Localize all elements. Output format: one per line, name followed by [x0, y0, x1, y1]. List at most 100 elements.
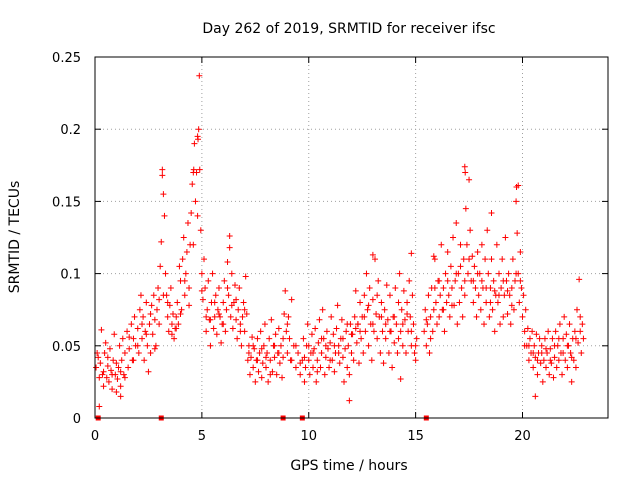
- data-point: [267, 371, 274, 378]
- data-point: [385, 350, 392, 357]
- data-point: [381, 306, 388, 313]
- data-point: [124, 328, 131, 335]
- data-point: [443, 299, 450, 306]
- data-point: [543, 364, 550, 371]
- data-point: [516, 299, 523, 306]
- data-point: [204, 306, 211, 313]
- data-point: [375, 277, 382, 284]
- data-point: [352, 287, 359, 294]
- data-point: [447, 263, 454, 270]
- data-point: [413, 335, 420, 342]
- data-point: [151, 316, 158, 323]
- data-point: [470, 277, 477, 284]
- data-point: [466, 256, 473, 263]
- data-point: [327, 339, 334, 346]
- data-point: [577, 313, 584, 320]
- data-point: [478, 241, 485, 248]
- data-point: [297, 360, 304, 367]
- data-point: [350, 357, 357, 364]
- data-point: [161, 212, 168, 219]
- data-point: [104, 354, 111, 361]
- data-point: [474, 270, 481, 277]
- data-point: [282, 287, 289, 294]
- data-point: [456, 299, 463, 306]
- data-point: [421, 328, 428, 335]
- data-point: [361, 313, 368, 320]
- data-point: [344, 364, 351, 371]
- data-point: [410, 321, 417, 328]
- axis-ticks: [94, 56, 608, 419]
- data-point: [473, 313, 480, 320]
- data-point: [312, 325, 319, 332]
- data-point: [100, 383, 107, 390]
- data-point: [424, 321, 431, 328]
- data-point: [257, 328, 264, 335]
- data-point: [318, 350, 325, 357]
- data-point: [484, 227, 491, 234]
- data-point: [263, 364, 269, 371]
- data-point: [139, 335, 146, 342]
- data-point: [399, 321, 406, 328]
- data-point: [251, 345, 258, 352]
- data-point: [339, 354, 346, 361]
- data-point: [487, 299, 494, 306]
- data-point: [280, 354, 287, 361]
- data-point: [285, 313, 292, 320]
- data-point: [254, 357, 261, 364]
- y-tick-label: 0.25: [52, 51, 81, 66]
- data-point: [137, 292, 144, 299]
- data-point: [195, 126, 202, 133]
- data-point: [103, 374, 110, 381]
- data-point: [427, 313, 434, 320]
- data-point: [488, 209, 495, 216]
- data-point: [188, 209, 195, 216]
- data-point: [348, 350, 355, 357]
- data-point: [305, 357, 312, 364]
- data-point: [343, 328, 350, 335]
- x-axis-label: GPS time / hours: [290, 458, 407, 474]
- data-point: [191, 140, 198, 147]
- data-point: [211, 299, 218, 306]
- data-point: [504, 311, 511, 318]
- data-point: [159, 166, 166, 173]
- data-point: [233, 296, 240, 303]
- data-point: [525, 342, 532, 349]
- data-point: [515, 182, 522, 189]
- data-point: [178, 306, 185, 313]
- data-point: [160, 191, 167, 198]
- data-point: [97, 360, 104, 367]
- data-point: [174, 299, 181, 306]
- data-point: [228, 302, 235, 309]
- y-tick-label: 0.05: [52, 340, 81, 355]
- data-point: [96, 403, 103, 410]
- data-point: [386, 292, 393, 299]
- data-point: [180, 234, 187, 241]
- data-point: [146, 321, 153, 328]
- data-point: [552, 328, 559, 335]
- data-point: [328, 313, 335, 320]
- data-point: [342, 345, 349, 352]
- data-point: [369, 321, 376, 328]
- data-point: [580, 335, 587, 342]
- data-point: [95, 354, 102, 361]
- data-point: [128, 321, 135, 328]
- data-point: [499, 256, 506, 263]
- x-tick-label: 20: [514, 429, 531, 444]
- data-point: [348, 331, 355, 338]
- data-point: [150, 292, 157, 299]
- data-point: [504, 287, 511, 294]
- data-point: [344, 321, 351, 328]
- data-point: [109, 371, 116, 378]
- data-point: [560, 350, 567, 357]
- data-point: [517, 248, 524, 255]
- data-point: [489, 306, 496, 313]
- data-point: [491, 328, 498, 335]
- data-points: [93, 72, 587, 410]
- data-point: [497, 321, 504, 328]
- data-point: [463, 241, 470, 248]
- x-tick-label: 15: [407, 429, 424, 444]
- x-tick-label: 10: [300, 429, 317, 444]
- data-point: [431, 256, 438, 263]
- data-point: [308, 331, 315, 338]
- data-point: [531, 342, 538, 349]
